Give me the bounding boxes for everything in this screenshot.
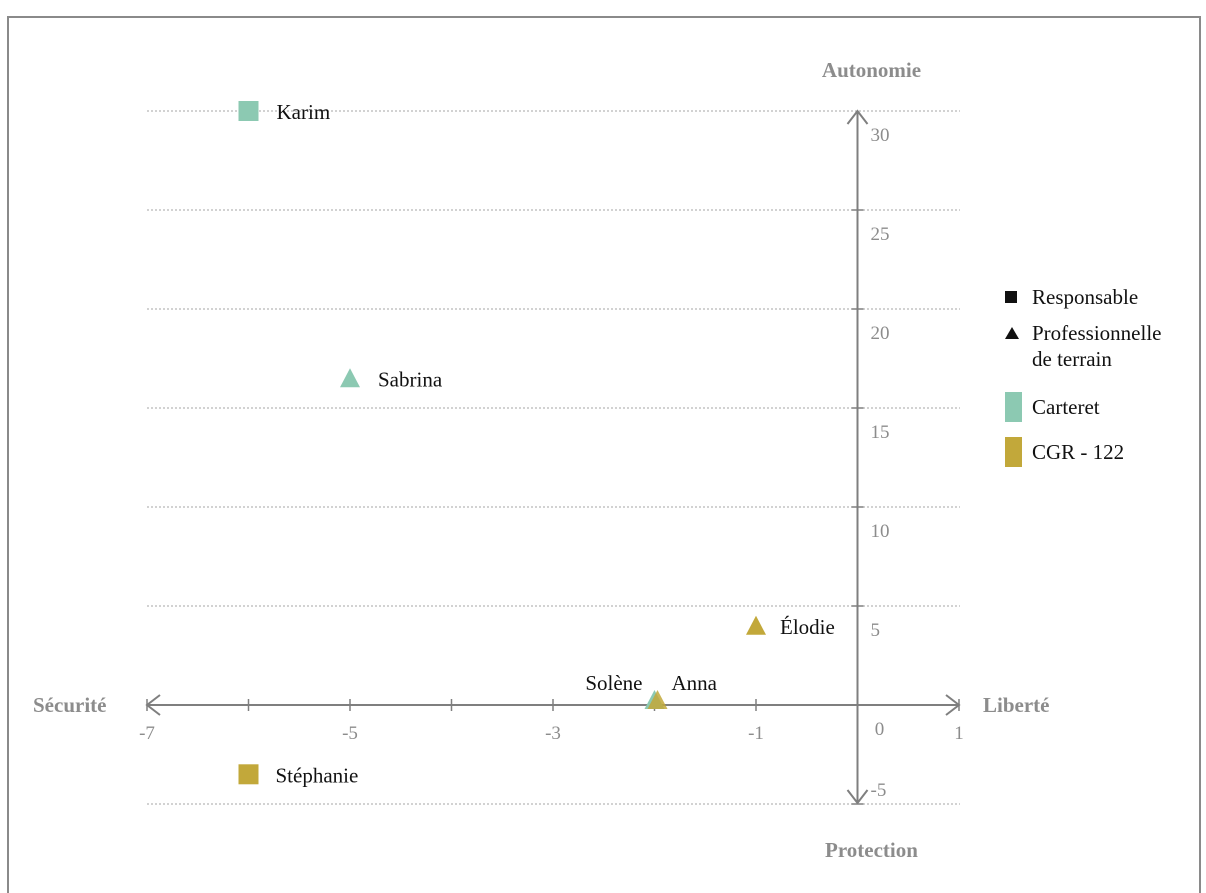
arrow-down-icon: [846, 789, 869, 805]
legend-label: Carteret: [1032, 395, 1100, 419]
y-tick-label: 25: [871, 224, 890, 245]
y-tick-label: 10: [871, 521, 890, 542]
legend-label: de terrain: [1032, 347, 1112, 371]
x-tick-label: -3: [545, 723, 561, 744]
legend-label: Responsable: [1032, 285, 1139, 309]
y-tick-label: 20: [871, 323, 890, 344]
color-swatch: [1005, 392, 1022, 422]
x-axis-right-label: Liberté: [983, 693, 1049, 717]
x-tick-label: -5: [342, 723, 358, 744]
frame-border-top: [7, 16, 1200, 18]
y-tick-label: 30: [871, 125, 890, 146]
y-tick-label: -5: [871, 780, 887, 801]
legend-item-triangle: Professionnelle de terrain: [1005, 320, 1161, 372]
color-swatch: [1005, 437, 1022, 467]
frame-border-right: [1199, 16, 1201, 893]
point-triangle: [340, 368, 360, 388]
frame-border-left: [7, 16, 9, 893]
square-icon: [1005, 291, 1017, 303]
point-triangle: [647, 690, 668, 709]
point-label: Élodie: [780, 615, 835, 639]
legend: Responsable Professionnelle de terrain C…: [1005, 284, 1161, 476]
y-tick-label: 5: [871, 620, 881, 641]
x-tick-label: -1: [748, 723, 764, 744]
arrow-up-icon: [846, 109, 869, 125]
x-tick-label: 0: [875, 719, 885, 740]
legend-item-cgr: CGR - 122: [1005, 437, 1161, 476]
point-label: Sabrina: [378, 367, 443, 391]
x-tick-label: -7: [139, 723, 155, 744]
point-label: Stéphanie: [276, 763, 359, 787]
x-tick-label: 1: [954, 723, 964, 744]
point-square: [238, 764, 259, 785]
legend-label: CGR - 122: [1032, 440, 1125, 464]
legend-item-carteret: Carteret: [1005, 392, 1161, 431]
triangle-icon: [1005, 327, 1019, 339]
x-axis-left-label: Sécurité: [33, 693, 106, 717]
point-square: [238, 101, 259, 121]
y-axis-bottom-label: Protection: [825, 838, 918, 862]
legend-label: Professionnelle: [1032, 321, 1162, 345]
point-triangle: [746, 615, 766, 635]
point-label: Anna: [672, 671, 718, 695]
point-label: Karim: [277, 100, 331, 124]
y-tick-label: 15: [871, 422, 890, 443]
y-axis-top-label: Autonomie: [822, 58, 921, 82]
legend-item-square: Responsable: [1005, 284, 1161, 312]
point-label: Solène: [585, 671, 642, 695]
